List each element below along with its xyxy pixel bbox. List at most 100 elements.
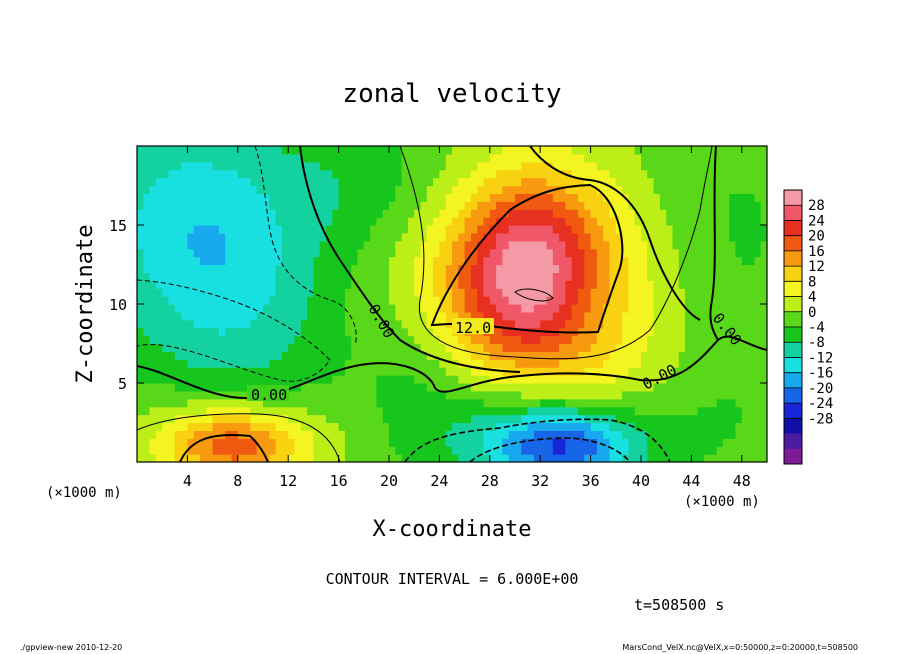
field-cell — [439, 256, 447, 266]
field-cell — [552, 153, 560, 163]
field-cell — [168, 422, 176, 431]
field-cell — [603, 430, 611, 439]
field-cell — [489, 248, 497, 258]
field-cell — [609, 296, 617, 305]
field-cell — [546, 177, 554, 187]
field-cell — [716, 209, 724, 218]
field-cell — [174, 430, 182, 439]
field-cell — [470, 169, 478, 179]
field-cell — [697, 280, 705, 289]
field-cell — [716, 343, 724, 352]
field-cell — [225, 193, 233, 202]
field-cell — [332, 232, 340, 242]
field-cell — [470, 375, 478, 384]
field-cell — [634, 351, 642, 360]
field-cell — [710, 146, 718, 155]
field-cell — [344, 446, 352, 455]
field-cell — [237, 209, 245, 218]
field-cell — [502, 169, 510, 179]
field-cell — [193, 446, 201, 455]
field-cell — [653, 398, 661, 408]
field-cell — [628, 240, 636, 250]
field-cell — [615, 367, 623, 376]
field-cell — [218, 367, 226, 376]
field-cell — [250, 430, 258, 439]
field-cell — [552, 296, 560, 305]
field-cell — [162, 304, 170, 313]
field-cell — [357, 414, 365, 424]
field-cell — [200, 240, 207, 250]
field-cell — [628, 406, 636, 416]
field-cell — [426, 240, 434, 250]
field-cell — [716, 161, 724, 171]
field-cell — [200, 280, 207, 289]
field-cell — [641, 209, 648, 218]
field-cell — [426, 256, 434, 266]
field-cell — [659, 311, 667, 321]
field-cell — [206, 311, 214, 321]
field-cell — [370, 375, 377, 384]
field-cell — [685, 240, 692, 250]
field-cell — [502, 446, 510, 455]
field-cell — [313, 327, 321, 337]
field-cell — [212, 177, 220, 187]
field-cell — [615, 430, 623, 439]
field-cell — [137, 209, 144, 218]
field-cell — [155, 256, 163, 266]
field-cell — [710, 414, 718, 424]
field-cell — [187, 383, 195, 392]
field-cell — [533, 201, 541, 210]
field-cell — [483, 430, 491, 439]
field-cell — [250, 248, 258, 258]
field-cell — [704, 248, 711, 258]
field-cell — [307, 359, 314, 368]
field-cell — [527, 398, 535, 408]
colorbar-swatch — [784, 190, 802, 206]
field-cell — [439, 327, 447, 337]
field-cell — [300, 311, 308, 321]
field-cell — [206, 153, 214, 163]
field-cell — [634, 406, 642, 416]
field-cell — [571, 311, 579, 321]
field-cell — [691, 383, 699, 392]
field-cell — [615, 335, 623, 345]
contour-bottom-thin — [137, 413, 341, 462]
field-cell — [584, 201, 592, 210]
field-cell — [137, 406, 144, 416]
field-cell — [231, 193, 239, 202]
field-cell — [735, 398, 743, 408]
field-cell — [672, 304, 680, 313]
field-cell — [452, 390, 459, 400]
x-tick-label: 16 — [330, 472, 348, 490]
field-cell — [565, 430, 573, 439]
field-cell — [603, 446, 611, 455]
field-cell — [584, 185, 592, 194]
field-cell — [704, 383, 711, 392]
field-cell — [338, 288, 346, 297]
field-cell — [307, 311, 314, 321]
colorbar-swatch — [784, 372, 802, 389]
field-cell — [137, 201, 144, 210]
field-cell — [269, 359, 277, 368]
field-cell — [256, 225, 264, 234]
field-cell — [603, 383, 611, 392]
field-cell — [162, 343, 170, 352]
field-cell — [174, 422, 182, 431]
field-cell — [155, 383, 163, 392]
field-cell — [464, 232, 472, 242]
field-cell — [395, 240, 403, 250]
field-cell — [741, 311, 749, 321]
field-cell — [483, 240, 491, 250]
field-cell — [263, 430, 270, 439]
field-cell — [559, 248, 566, 258]
field-cell — [685, 169, 692, 179]
field-cell — [351, 193, 359, 202]
field-cell — [414, 343, 422, 352]
field-cell — [710, 454, 718, 462]
field-cell — [445, 422, 453, 431]
field-cell — [685, 422, 692, 431]
field-cell — [149, 327, 157, 337]
field-cell — [622, 406, 629, 416]
field-cell — [571, 351, 579, 360]
field-cell — [269, 232, 277, 242]
